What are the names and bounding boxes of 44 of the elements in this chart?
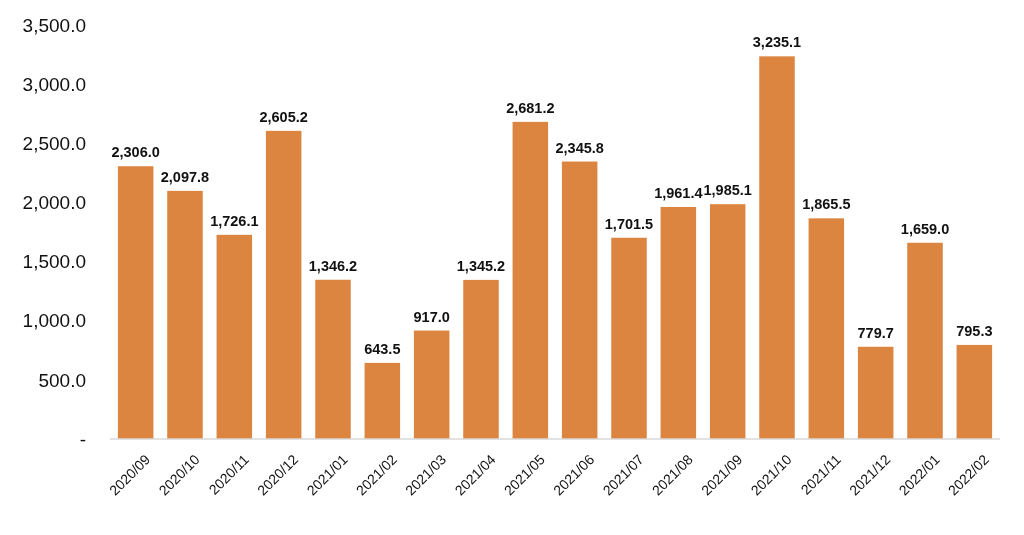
data-label: 2,097.8 — [160, 168, 210, 185]
data-label: 1,659.0 — [900, 220, 950, 237]
bar — [364, 362, 401, 439]
bar — [463, 279, 499, 439]
bar — [907, 242, 943, 439]
y-tick-label: - — [79, 428, 86, 450]
data-label: 917.0 — [413, 308, 450, 325]
bar — [759, 56, 795, 439]
bar — [709, 204, 746, 439]
data-label: 2,345.8 — [555, 139, 604, 156]
bar — [117, 166, 154, 439]
bar — [660, 206, 697, 439]
bar — [808, 218, 845, 439]
data-label: 2,306.0 — [111, 144, 160, 161]
y-tick-label: 2,000.0 — [22, 192, 86, 214]
data-label: 2,605.2 — [259, 108, 308, 125]
data-label: 1,985.1 — [703, 182, 752, 199]
bar — [167, 190, 203, 439]
data-label: 643.5 — [364, 340, 401, 357]
data-label: 779.7 — [857, 324, 894, 341]
data-label: 1,345.2 — [456, 257, 506, 274]
y-tick-label: 1,500.0 — [22, 251, 86, 273]
data-label: 3,235.1 — [752, 34, 802, 51]
bar — [265, 130, 302, 439]
y-tick-label: 3,000.0 — [22, 73, 86, 95]
y-tick-label: 3,500.0 — [22, 14, 86, 36]
bar — [611, 237, 647, 439]
y-tick-label: 2,500.0 — [22, 132, 86, 154]
y-tick-label: 1,000.0 — [22, 310, 86, 332]
y-tick-label: 500.0 — [38, 369, 86, 391]
data-label: 795.3 — [956, 322, 993, 339]
data-label: 1,726.1 — [210, 212, 259, 229]
data-label: 1,346.2 — [308, 257, 358, 274]
data-label: 2,681.2 — [506, 99, 555, 116]
bar — [413, 330, 450, 439]
bar — [216, 234, 253, 439]
bar — [315, 279, 351, 439]
bar — [956, 344, 993, 439]
data-label: 1,701.5 — [604, 215, 654, 232]
data-label: 1,961.4 — [654, 184, 703, 201]
bar — [561, 161, 598, 439]
bar — [512, 121, 549, 439]
data-label: 1,865.5 — [802, 196, 851, 213]
bar — [857, 346, 894, 439]
